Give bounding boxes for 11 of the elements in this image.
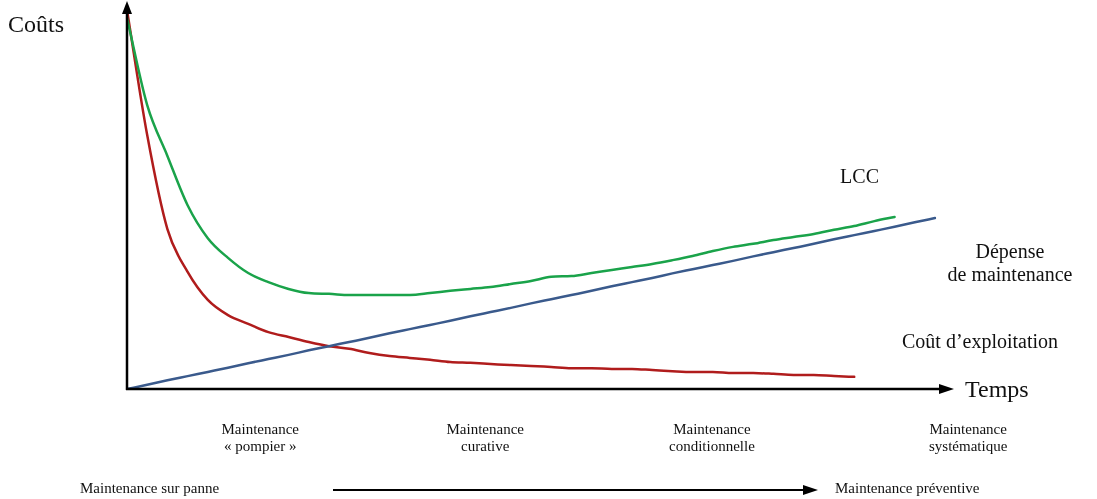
series-label: Dépense de maintenance — [947, 240, 1073, 287]
text: Maintenance conditionnelle — [669, 421, 755, 455]
text: Maintenance sur panne — [80, 479, 220, 497]
text: Maintenance préventive — [835, 479, 980, 497]
text: Maintenance systématique — [929, 421, 1008, 455]
text: Maintenance curative — [446, 421, 524, 455]
text: Maintenance « pompier » — [221, 421, 299, 455]
text: Coût d’exploitation — [902, 330, 1059, 354]
series-label: LCC — [840, 165, 879, 189]
x-axis-title: Temps — [965, 375, 1029, 403]
y-axis-title: Coûts — [8, 10, 65, 38]
